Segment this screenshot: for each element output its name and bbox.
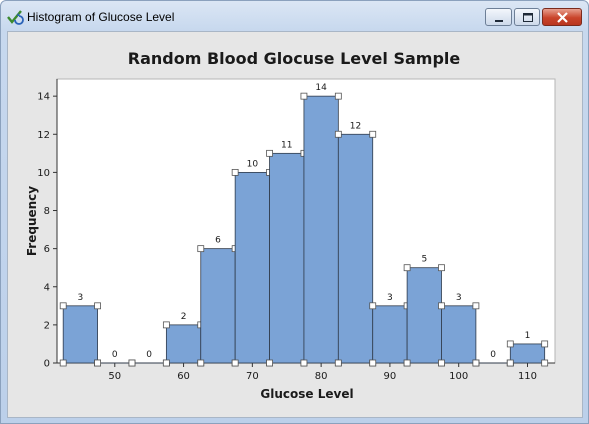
- bar-data-label: 2: [181, 312, 187, 322]
- selection-handle: [472, 359, 480, 367]
- x-tick-label: 90: [384, 371, 397, 382]
- selection-handle: [162, 359, 170, 367]
- minitab-graph-icon: [7, 10, 24, 25]
- bar-data-label: 0: [490, 350, 496, 360]
- histogram-bar: [303, 95, 339, 364]
- selection-handle: [334, 359, 342, 367]
- bar-data-label: 6: [215, 236, 221, 246]
- bar-data-label: 11: [281, 140, 292, 150]
- y-tick-label: 0: [44, 359, 50, 370]
- histogram-bar: [406, 267, 442, 364]
- histogram-bar: [372, 305, 408, 364]
- selection-handle: [231, 168, 239, 176]
- maximize-button[interactable]: [514, 8, 540, 26]
- selection-handle: [197, 359, 205, 367]
- selection-handle: [369, 302, 377, 310]
- bar-data-label: 3: [78, 293, 84, 303]
- selection-handle: [197, 245, 205, 253]
- selection-handle: [541, 340, 549, 348]
- y-tick-label: 12: [37, 130, 50, 141]
- histogram-bar: [165, 324, 202, 364]
- selection-handle: [438, 302, 445, 310]
- selection-handle: [472, 302, 480, 310]
- bar-data-label: 14: [315, 83, 327, 93]
- title-bar[interactable]: Histogram of Glucose Level: [1, 1, 588, 31]
- y-tick-label: 6: [44, 244, 50, 255]
- x-tick-label: 80: [315, 371, 328, 382]
- selection-handle: [59, 302, 67, 310]
- histogram-bar: [269, 152, 305, 364]
- bar-data-label: 12: [350, 121, 361, 131]
- x-tick-label: 70: [246, 371, 259, 382]
- y-tick-label: 4: [44, 282, 50, 293]
- selection-handle: [334, 92, 342, 100]
- x-tick-label: 100: [449, 371, 468, 382]
- bar-data-label: 0: [146, 350, 152, 360]
- chart-title: Random Blood Glocuse Level Sample: [128, 49, 461, 68]
- maximize-icon: [523, 13, 533, 22]
- selection-handle: [128, 359, 136, 367]
- selection-handle: [94, 359, 101, 367]
- histogram-chart[interactable]: Random Blood Glocuse Level Sample 0 2 4 6 8 1…: [8, 32, 582, 417]
- selection-handle: [403, 359, 411, 367]
- selection-handle: [438, 359, 445, 367]
- selection-handle: [334, 130, 342, 138]
- close-icon: [557, 12, 568, 23]
- selection-handle: [300, 359, 308, 367]
- selection-handle: [438, 264, 445, 272]
- histogram-bar: [200, 248, 236, 364]
- x-tick-label: 60: [177, 371, 190, 382]
- y-tick-label: 2: [44, 320, 50, 331]
- selection-handle: [403, 264, 411, 272]
- histogram-bar: [441, 305, 477, 364]
- histogram-bar: [62, 305, 98, 364]
- bar-data-label: 0: [112, 350, 118, 360]
- bar-data-label: 3: [456, 293, 462, 303]
- window-title: Histogram of Glucose Level: [27, 10, 175, 24]
- x-tick-label: 50: [108, 371, 121, 382]
- selection-handle: [506, 340, 514, 348]
- histogram-bar: [509, 343, 546, 364]
- selection-handle: [162, 321, 170, 329]
- y-tick-label: 8: [44, 206, 50, 217]
- x-axis-title: Glucose Level: [260, 387, 353, 401]
- selection-handle: [369, 359, 377, 367]
- graph-panel: Random Blood Glocuse Level Sample 0 2 4 6 8 1…: [7, 31, 583, 418]
- bar-data-label: 3: [387, 293, 393, 303]
- y-axis-title: Frequency: [25, 186, 39, 256]
- histogram-bar: [337, 133, 374, 364]
- bar-data-label: 1: [525, 331, 531, 341]
- selection-handle: [94, 302, 101, 310]
- close-button[interactable]: [542, 8, 582, 26]
- selection-handle: [59, 359, 67, 367]
- minimize-icon: [495, 20, 503, 22]
- selection-handle: [369, 130, 377, 138]
- histogram-bar: [234, 171, 270, 364]
- x-tick-label: 110: [518, 371, 537, 382]
- selection-handle: [266, 359, 273, 367]
- selection-handle: [506, 359, 514, 367]
- bar-data-label: 5: [421, 255, 427, 265]
- selection-handle: [231, 359, 239, 367]
- bar-data-label: 10: [247, 159, 259, 169]
- y-tick-label: 14: [37, 92, 50, 103]
- selection-handle: [300, 92, 308, 100]
- selection-handle: [541, 359, 549, 367]
- selection-handle: [266, 149, 273, 157]
- y-tick-label: 10: [37, 168, 50, 179]
- minimize-button[interactable]: [485, 8, 512, 26]
